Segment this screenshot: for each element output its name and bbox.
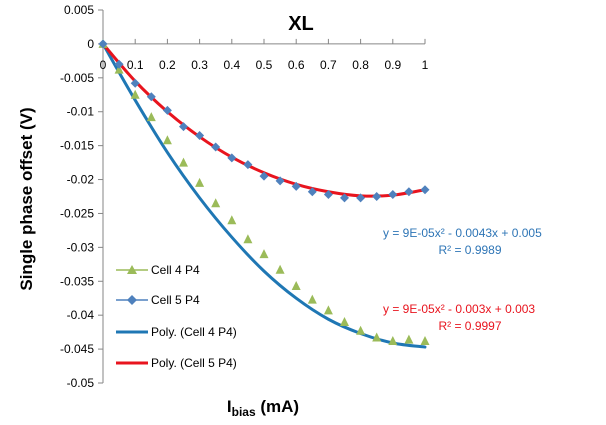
cell5-point: [195, 130, 205, 140]
x-axis-title: Ibias (mA): [227, 397, 299, 419]
trendline-cell4: [101, 42, 427, 349]
chart-title: XL: [288, 13, 314, 35]
cell5-point: [340, 193, 349, 203]
y-tick-label: 0: [87, 37, 94, 51]
r2-cell5: R² = 0.9997: [438, 319, 501, 333]
x-axis-title-main: I: [227, 397, 232, 416]
legend-label-poly5: Poly. (Cell 5 P4): [151, 356, 237, 370]
cell5-point: [98, 39, 108, 49]
y-tick-label: -0.025: [60, 206, 94, 220]
cell5-point: [114, 59, 124, 69]
cell5-point: [179, 122, 188, 132]
cell4-point: [323, 305, 333, 315]
legend: Cell 4 P4 Cell 5 P4 Poly. (Cell 4 P4) Po…: [116, 263, 237, 370]
y-tick-label: 0.005: [64, 3, 94, 17]
cell4-point: [195, 177, 205, 187]
trendline-equations: y = 9E-05x² - 0.0043x + 0.005 R² = 0.998…: [383, 226, 542, 333]
cell4-point: [372, 332, 382, 342]
cell5-point: [323, 189, 333, 199]
cell4-point: [420, 335, 430, 345]
cell4-point: [146, 112, 156, 122]
cell5-point: [291, 181, 301, 191]
cell4-point: [275, 264, 285, 274]
y-axis-title: Single phase offset (V): [17, 107, 36, 290]
cell5-point: [227, 153, 237, 163]
y-tick-label: -0.015: [60, 139, 94, 153]
x-tick-label: 1: [422, 58, 429, 72]
data-points: [98, 38, 430, 345]
x-tick-label: 0.3: [191, 58, 208, 72]
y-tick-label: -0.03: [67, 240, 95, 254]
cell5-point: [275, 176, 285, 186]
cell5-point: [420, 185, 430, 195]
cell5-point: [211, 142, 221, 152]
legend-label-cell5: Cell 5 P4: [151, 293, 200, 307]
x-tick-label: 0.7: [320, 58, 337, 72]
x-tick-label: 0: [100, 58, 107, 72]
cell4-point: [162, 135, 172, 145]
legend-item-cell5: Cell 5 P4: [116, 293, 200, 307]
cell4-point: [307, 294, 317, 304]
legend-label-cell4: Cell 4 P4: [151, 263, 200, 277]
y-tick-label: -0.02: [67, 173, 95, 187]
cell5-point: [356, 193, 366, 203]
y-axis: 0.005 0 -0.005 -0.01 -0.015 -0.02 -0.025 -0.03 -…: [60, 3, 104, 390]
x-axis: 0 0.1 0.2 0.3 0.4 0.5 0.6 0.7 0.8 0.9 1: [100, 38, 429, 72]
y-tick-label: -0.005: [60, 71, 94, 85]
x-tick-label: 0.8: [352, 58, 369, 72]
cell5-point: [243, 160, 253, 170]
cell5-point: [130, 78, 140, 88]
y-tick-label: -0.04: [67, 308, 95, 322]
cell5-point: [259, 171, 269, 181]
x-tick-label: 0.1: [127, 58, 144, 72]
cell5-point: [404, 187, 414, 197]
legend-label-poly4: Poly. (Cell 4 P4): [151, 325, 237, 339]
r2-cell4: R² = 0.9989: [438, 243, 501, 257]
cell4-point: [114, 64, 124, 74]
cell4-point: [211, 198, 221, 208]
cell4-point: [243, 234, 253, 244]
cell4-point: [356, 325, 366, 335]
cell4-point: [130, 89, 140, 99]
x-tick-label: 0.9: [384, 58, 401, 72]
x-tick-label: 0.2: [159, 58, 176, 72]
legend-item-poly4: Poly. (Cell 4 P4): [116, 325, 237, 339]
cell5-point: [162, 105, 172, 115]
cell5-point: [307, 187, 317, 197]
y-tick-label: -0.01: [67, 105, 95, 119]
x-tick-label: 0.4: [223, 58, 240, 72]
cell4-point: [259, 249, 269, 259]
x-axis-title-subscript: bias: [232, 405, 256, 419]
y-tick-label: -0.045: [60, 342, 94, 356]
legend-item-poly5: Poly. (Cell 5 P4): [116, 356, 237, 370]
cell4-point: [340, 316, 349, 326]
x-axis-title-unit: (mA): [256, 397, 299, 416]
y-tick-label: -0.035: [60, 274, 94, 288]
cell5-point: [388, 189, 398, 199]
y-tick-label: -0.05: [67, 376, 95, 390]
cell4-point: [388, 335, 398, 345]
cell5-point: [146, 92, 156, 102]
equation-cell4: y = 9E-05x² - 0.0043x + 0.005: [383, 226, 542, 240]
x-tick-label: 0.6: [288, 58, 305, 72]
cell5-point: [372, 192, 382, 201]
cell4-point: [291, 281, 301, 291]
cell4-point: [179, 157, 188, 167]
x-tick-label: 0.5: [256, 58, 273, 72]
legend-item-cell4: Cell 4 P4: [116, 263, 200, 277]
cell4-point: [404, 334, 414, 344]
equation-cell5: y = 9E-05x² - 0.003x + 0.003: [383, 302, 535, 316]
cell4-point: [227, 215, 237, 225]
